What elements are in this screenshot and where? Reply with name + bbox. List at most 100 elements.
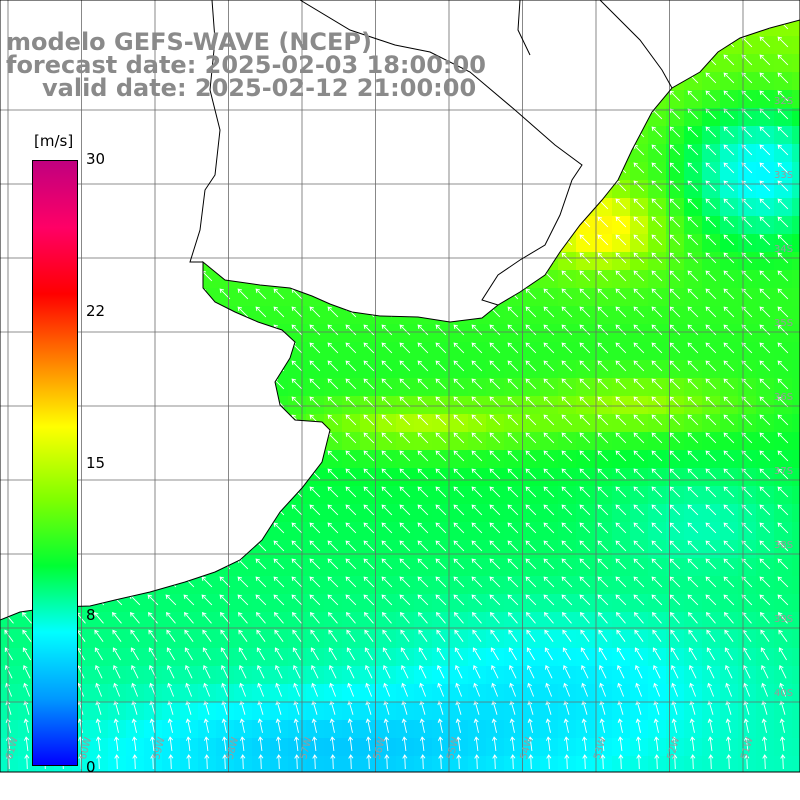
wind-arrow (489, 198, 501, 210)
wind-arrow (687, 504, 699, 516)
wind-arrow (543, 450, 555, 462)
wind-arrow (309, 108, 321, 120)
wind-arrow (759, 342, 771, 354)
wind-arrow (399, 108, 411, 120)
wind-arrow (635, 664, 643, 679)
wind-arrow (147, 342, 159, 354)
wind-arrow (312, 754, 318, 770)
wind-arrow (705, 36, 717, 48)
wind-arrow (563, 700, 570, 715)
wind-arrow (777, 558, 789, 570)
wind-arrow (111, 342, 123, 354)
wind-arrow (525, 378, 537, 390)
wind-arrow (363, 342, 375, 354)
wind-arrow (381, 576, 393, 588)
wind-arrow (454, 647, 463, 661)
wind-arrow (633, 198, 645, 210)
wind-arrow (221, 664, 229, 679)
wind-arrow (255, 558, 267, 570)
wind-arrow (687, 216, 699, 228)
wind-arrow (363, 594, 375, 606)
wind-arrow (743, 682, 751, 697)
wind-arrow (381, 342, 393, 354)
wind-arrow (111, 198, 123, 210)
wind-arrow (563, 682, 571, 697)
wind-arrow (759, 20, 771, 30)
wind-arrow (183, 612, 194, 624)
wind-arrow (543, 54, 555, 66)
wind-arrow (347, 718, 353, 733)
wind-arrow (363, 540, 375, 552)
wind-arrow (509, 664, 517, 679)
wind-arrow (597, 468, 609, 480)
wind-arrow (437, 664, 445, 679)
wind-arrow (3, 198, 15, 210)
wind-arrow (274, 647, 283, 661)
wind-arrow (633, 504, 645, 516)
wind-arrow (273, 450, 285, 462)
wind-arrow (723, 450, 735, 462)
wind-arrow (23, 682, 31, 697)
wind-arrow (651, 558, 663, 570)
wind-arrow (705, 432, 717, 444)
wind-arrow (579, 432, 591, 444)
wind-arrow (651, 378, 663, 390)
wind-arrow (348, 754, 354, 770)
wind-arrow (381, 540, 393, 552)
wind-arrow (111, 270, 123, 282)
wind-arrow (597, 360, 609, 372)
wind-arrow (546, 754, 552, 770)
wind-arrow (401, 718, 407, 733)
wind-arrow (689, 682, 697, 697)
wind-arrow (705, 90, 717, 102)
wind-arrow (705, 234, 717, 246)
wind-arrow (579, 126, 591, 138)
wind-arrow (111, 360, 123, 372)
wind-arrow (743, 736, 750, 751)
wind-arrow (183, 306, 195, 318)
wind-arrow (671, 736, 678, 751)
wind-arrow (111, 450, 123, 462)
wind-arrow (507, 126, 519, 138)
wind-arrow (633, 612, 644, 624)
wind-arrow (129, 234, 141, 246)
wind-arrow (471, 504, 483, 516)
wind-arrow (633, 558, 645, 570)
wind-arrow (21, 612, 32, 624)
wind-arrow (329, 700, 336, 715)
wind-arrow (510, 754, 516, 770)
wind-arrow (237, 324, 249, 336)
wind-arrow (258, 754, 264, 770)
wind-arrow (471, 468, 483, 480)
wind-arrow (255, 360, 267, 372)
wind-arrow (23, 718, 29, 733)
wind-arrow (256, 647, 265, 661)
wind-arrow (706, 629, 716, 642)
wind-arrow (237, 288, 249, 300)
wind-arrow (471, 540, 483, 552)
latitude-label: 33S (774, 170, 793, 181)
wind-arrow (633, 324, 645, 336)
wind-arrow (147, 216, 159, 228)
wind-arrow (201, 378, 213, 390)
wind-arrow (687, 288, 699, 300)
wind-arrow (705, 504, 717, 516)
wind-arrow (617, 718, 623, 733)
wind-arrow (345, 522, 357, 534)
wind-arrow (525, 558, 537, 570)
wind-arrow (759, 504, 771, 516)
wind-arrow (705, 558, 717, 570)
wind-arrow (471, 126, 483, 138)
wind-arrow (111, 324, 123, 336)
wind-arrow (3, 378, 15, 390)
wind-arrow (93, 234, 105, 246)
wind-arrow (489, 468, 501, 480)
wind-arrow (651, 288, 663, 300)
wind-arrow (293, 700, 300, 715)
wind-arrow (759, 36, 771, 48)
wind-arrow (237, 504, 249, 516)
wind-arrow (345, 198, 357, 210)
wind-arrow (399, 576, 411, 588)
wind-arrow (453, 414, 465, 426)
